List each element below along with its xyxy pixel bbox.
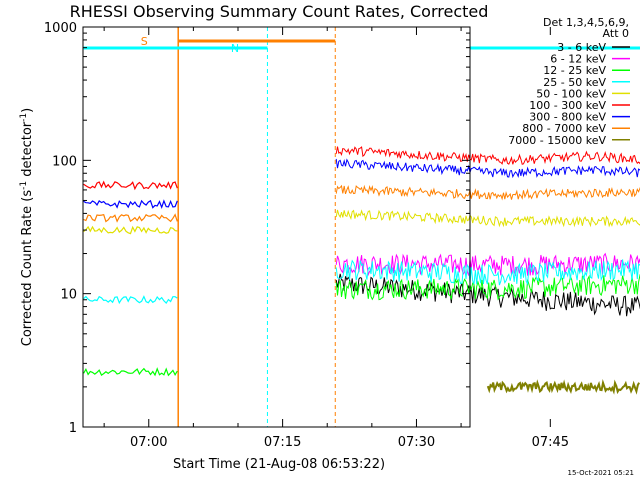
- legend-entry-label: 3 - 6 keV: [557, 41, 606, 54]
- series-during-segment: [335, 146, 640, 165]
- series-before-segment: [83, 180, 178, 191]
- footer-timestamp: 15-Oct-2021 05:21: [568, 469, 634, 477]
- chart-title: RHESSI Observing Summary Count Rates, Co…: [70, 2, 489, 21]
- legend-entry-label: 25 - 50 keV: [543, 76, 606, 89]
- plot-lines: [177, 27, 336, 427]
- night-flag-label: N: [231, 42, 239, 55]
- legend-entry-label: 800 - 7000 keV: [522, 122, 606, 135]
- series-before-segment: [83, 213, 178, 223]
- y-axis-label: Corrected Count Rate (s-1 detector-1): [19, 108, 35, 346]
- y-tick-label: 100: [52, 154, 77, 169]
- series-during-segment: [486, 379, 640, 395]
- series-during-segment: [335, 184, 640, 201]
- x-tick-label: 07:45: [532, 435, 569, 450]
- y-axis-label-end: ): [20, 108, 35, 113]
- x-axis-label: Start Time (21-Aug-08 06:53:22): [173, 457, 385, 472]
- series-trace: [83, 184, 640, 223]
- x-tick-label: 07:30: [398, 435, 435, 450]
- legend-entry-label: 6 - 12 keV: [550, 53, 606, 66]
- y-axis-label-sup2: -1: [19, 113, 29, 122]
- saa-flag-label: S: [141, 35, 148, 48]
- series-trace: [335, 273, 640, 317]
- legend-entry-label: 50 - 100 keV: [536, 87, 606, 100]
- legend-header-line2: Att 0: [603, 27, 629, 40]
- series-layer: [83, 146, 640, 395]
- series-trace: [83, 146, 640, 191]
- x-tick-label: 07:00: [130, 435, 167, 450]
- x-tick-label: 07:15: [264, 435, 301, 450]
- series-during-segment: [335, 209, 640, 228]
- series-before-segment: [83, 295, 178, 305]
- y-tick-label: 1: [69, 421, 77, 436]
- series-during-segment: [335, 259, 640, 286]
- y-tick-label: 1000: [44, 21, 77, 36]
- series-trace: [83, 209, 640, 235]
- series-during-segment: [335, 273, 640, 317]
- y-axis-label-sup1: -1: [19, 181, 29, 190]
- series-before-segment: [83, 225, 178, 235]
- series-before-segment: [83, 199, 178, 210]
- y-tick-label: 10: [60, 288, 77, 303]
- y-axis-label-main: Corrected Count Rate (s: [20, 190, 35, 347]
- series-trace: [83, 259, 640, 305]
- legend-header-line1: Det 1,3,4,5,6,9,: [543, 16, 629, 29]
- series-trace: [486, 379, 640, 395]
- legend-entry-label: 12 - 25 keV: [543, 64, 606, 77]
- axis-layer: 07:0007:1507:3007:4508:0008:1508:3011010…: [44, 21, 569, 450]
- y-axis-label-mid: detector: [20, 121, 35, 181]
- series-trace: [83, 274, 640, 377]
- series-before-segment: [83, 367, 178, 377]
- series-trace: [83, 158, 640, 210]
- plot-frame: [82, 26, 471, 428]
- series-during-segment: [335, 274, 640, 301]
- series-during-segment: [335, 158, 640, 179]
- legend-entry-label: 100 - 300 keV: [529, 99, 606, 112]
- legend-entry-label: 7000 - 15000 keV: [508, 134, 606, 147]
- flag-layer: SN: [83, 35, 640, 55]
- legend-entry-label: 300 - 800 keV: [529, 111, 606, 124]
